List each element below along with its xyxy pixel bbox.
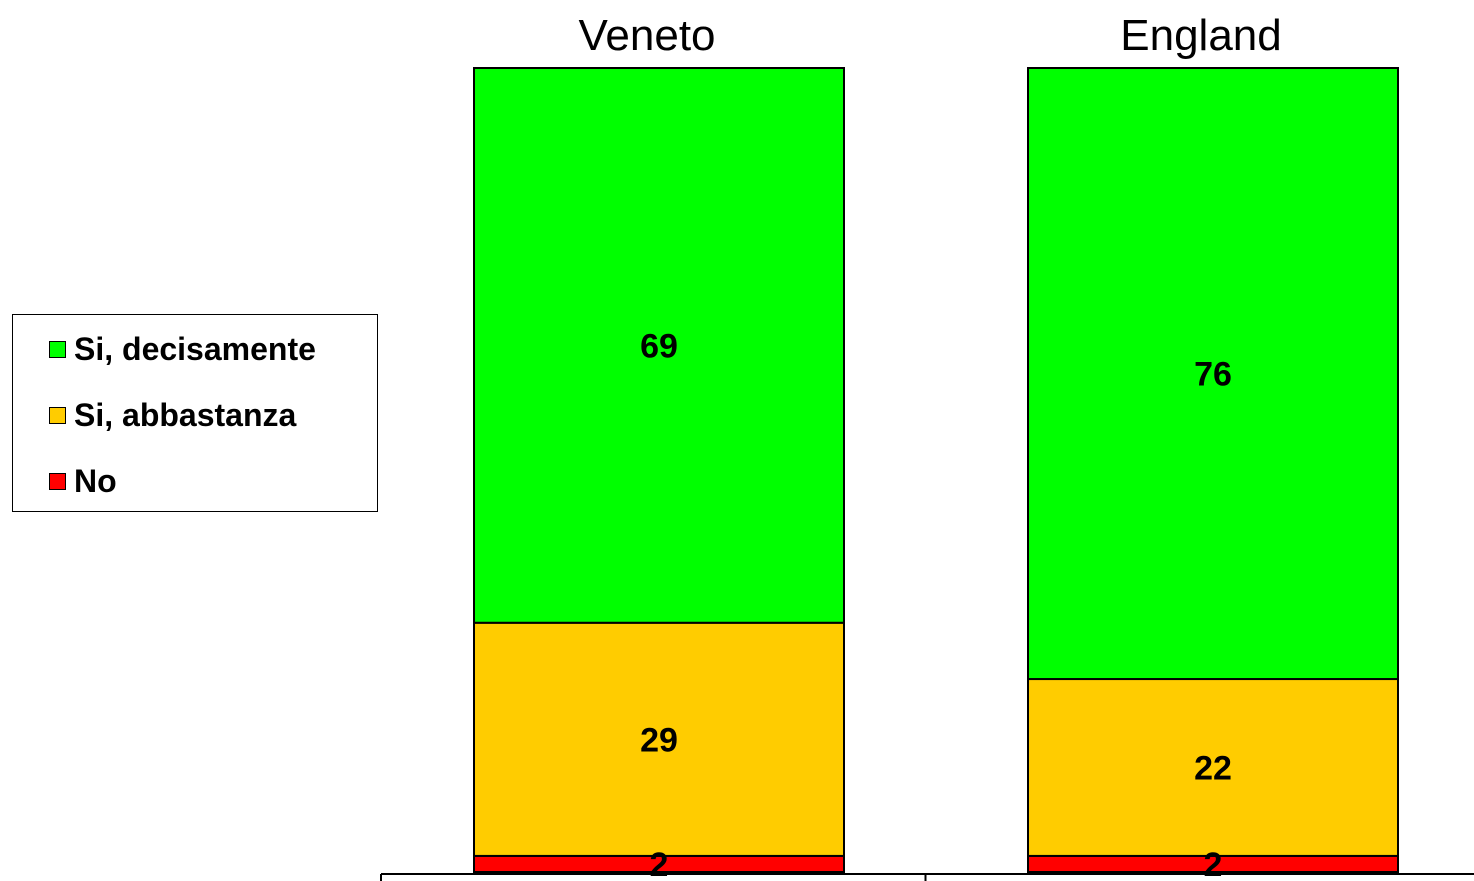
data-label-veneto-si-decisamente: 69 [640, 327, 678, 365]
bar-segment-england-si-decisamente [1027, 67, 1399, 681]
data-label-england-si-decisamente: 76 [1194, 356, 1232, 394]
data-label-veneto-no: 2 [650, 846, 669, 881]
category-title-veneto: Veneto [578, 11, 715, 60]
data-label-veneto-si-abbastanza: 29 [640, 721, 678, 759]
legend-item-si-decisamente: Si, decisamente [49, 329, 316, 369]
data-label-england-si-abbastanza: 22 [1194, 749, 1232, 787]
legend-label-no: No [74, 462, 117, 499]
legend-label-si-abbastanza: Si, abbastanza [74, 396, 297, 433]
legend-swatch-si-abbastanza [49, 406, 66, 424]
bar-segment-england-si-abbastanza [1027, 678, 1399, 857]
category-title-england: England [1120, 11, 1281, 60]
legend-swatch-si-decisamente [49, 340, 66, 358]
data-label-england-no: 2 [1204, 846, 1223, 881]
bar-segment-veneto-si-decisamente [473, 67, 845, 624]
legend: Si, decisamente Si, abbastanza No [12, 314, 378, 512]
legend-item-no: No [49, 461, 117, 501]
category-titles: Veneto England [578, 11, 1281, 60]
x-axis [380, 873, 1474, 881]
bar-segment-veneto-si-abbastanza [473, 621, 845, 857]
legend-label-si-decisamente: Si, decisamente [74, 330, 316, 367]
bars-layer [473, 67, 1399, 873]
legend-swatch-no [49, 472, 66, 490]
legend-item-si-abbastanza: Si, abbastanza [49, 395, 296, 435]
